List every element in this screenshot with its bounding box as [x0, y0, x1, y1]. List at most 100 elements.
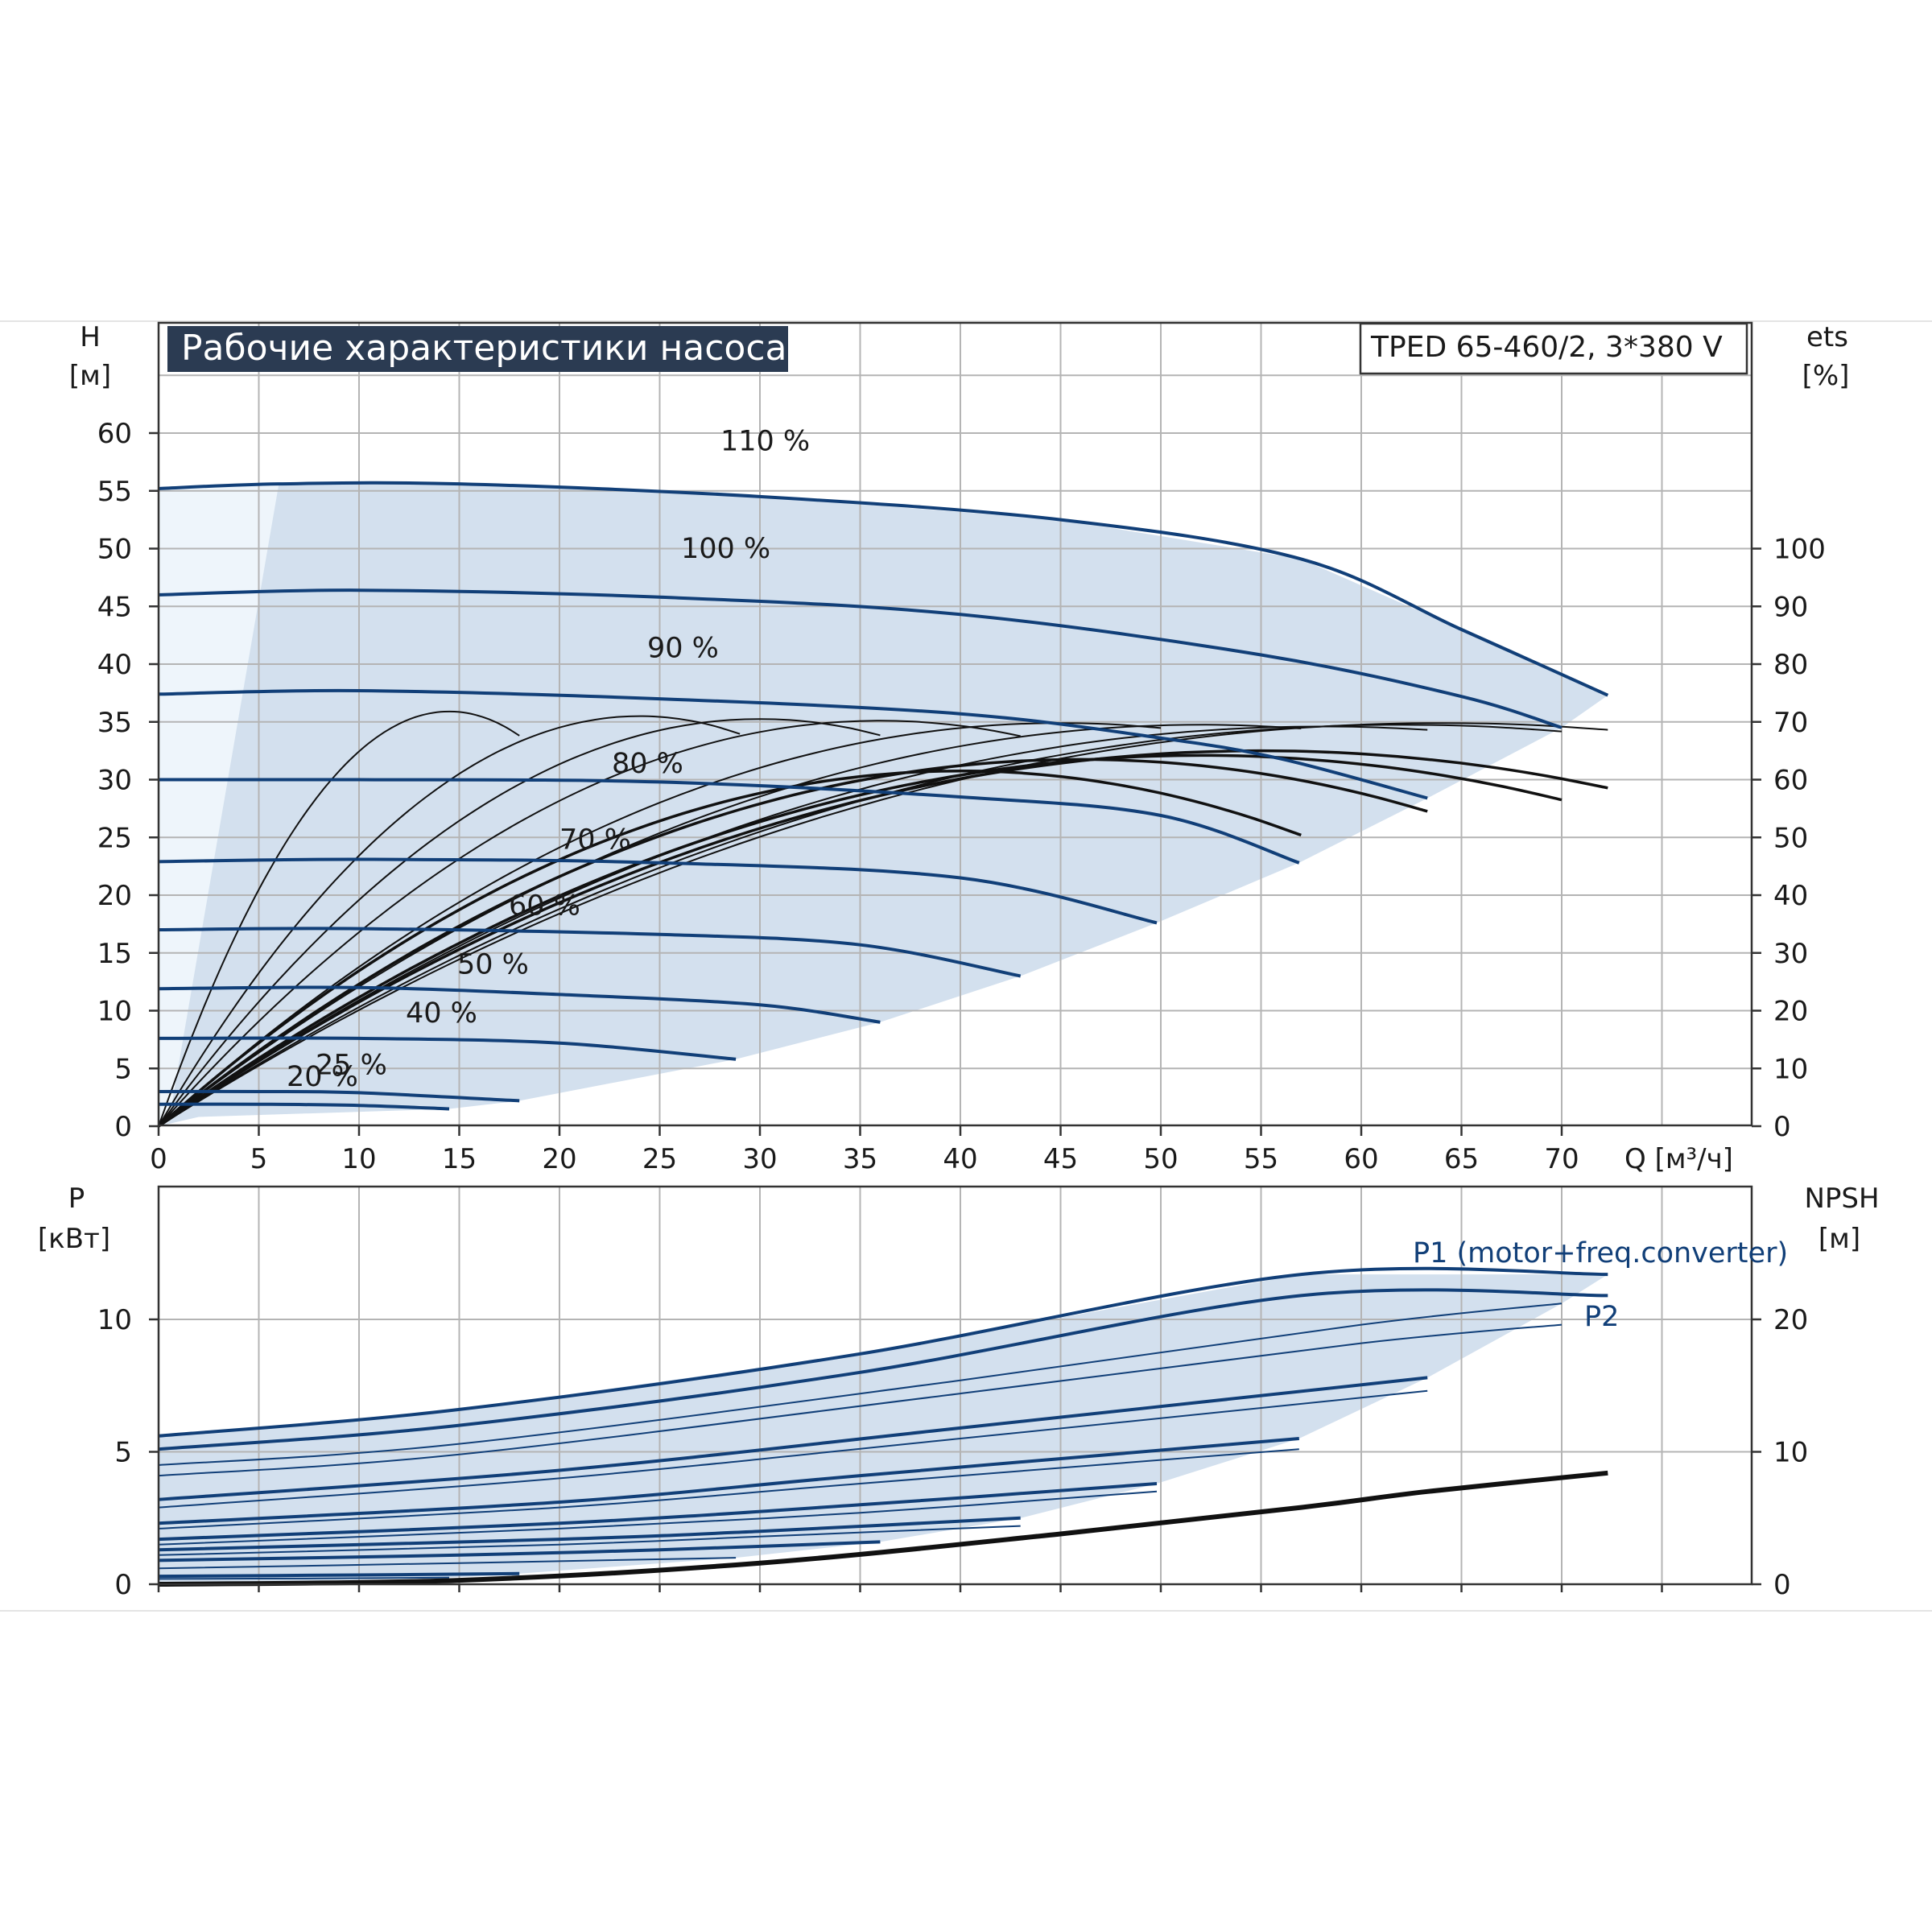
power-curve	[158, 1576, 450, 1580]
npsh-tick-label: 0	[1773, 1569, 1791, 1601]
y2-axis-label-eta: ets	[1806, 321, 1848, 353]
operating-range-area	[159, 484, 1608, 1126]
y2-tick-label: 100	[1773, 534, 1826, 566]
p1-label: P1 (motor+freq.converter)	[1413, 1237, 1788, 1269]
speed-label: 40 %	[406, 997, 477, 1030]
speed-label: 20 %	[287, 1061, 358, 1093]
head-curve-25	[158, 1089, 520, 1103]
p-tick-label: 10	[97, 1304, 132, 1336]
head-axis-ticks: 0 5 10 15 20 25 30 35 40 45 50 55 60 0 10 20 30 40 50 60 70 8…	[97, 418, 1826, 1175]
power-curve	[158, 1302, 1563, 1466]
y-tick-label: 60	[97, 418, 132, 450]
speed-label: 100 %	[681, 533, 770, 565]
y-tick-label: 30	[97, 765, 132, 797]
efficiency-curve	[158, 753, 1563, 1128]
power-area	[159, 1274, 1608, 1584]
y2-tick-label: 30	[1773, 938, 1808, 970]
y-tick-label: 40	[97, 649, 132, 681]
npsh-tick-label: 10	[1773, 1437, 1808, 1469]
x-tick-label: 30	[742, 1143, 777, 1175]
power-curve	[158, 1376, 1428, 1501]
y-tick-label: 0	[114, 1111, 132, 1143]
x-axis-label-q: Q [м³/ч]	[1624, 1143, 1733, 1175]
head-curve-40	[158, 1036, 737, 1061]
head-curve-20	[158, 1102, 450, 1111]
operating-area	[159, 484, 1608, 1126]
power-curve	[158, 1482, 1158, 1542]
npsh-curve	[158, 1470, 1608, 1587]
head-curve-70	[158, 857, 1158, 925]
y-tick-label: 15	[97, 938, 132, 970]
power-curve	[158, 1571, 520, 1579]
x-tick-label: 10	[341, 1143, 376, 1175]
power-curve	[158, 1516, 1021, 1552]
y2-tick-label: 90	[1773, 591, 1808, 623]
head-curves	[158, 481, 1609, 1111]
x-tick-label: 0	[150, 1143, 167, 1175]
x-tick-label: 45	[1043, 1143, 1078, 1175]
power-curves	[158, 1266, 1608, 1587]
efficiency-curve	[158, 722, 1162, 1127]
model-label: TPED 65-460/2, 3*380 V	[1370, 331, 1723, 364]
p-tick-label: 5	[114, 1437, 132, 1469]
y2-tick-label: 20	[1773, 996, 1808, 1028]
x-tick-label: 15	[442, 1143, 477, 1175]
speed-label: 70 %	[559, 824, 631, 857]
y2-tick-label: 0	[1773, 1111, 1791, 1143]
power-curve	[158, 1266, 1608, 1438]
model-box	[1359, 322, 1748, 375]
power-curve	[158, 1448, 1299, 1530]
power-curve	[158, 1540, 881, 1563]
y2-tick-label: 50	[1773, 822, 1808, 854]
y2-tick-label: 60	[1773, 765, 1808, 797]
head-curve-100	[158, 588, 1563, 729]
x-tick-label: 20	[542, 1143, 576, 1175]
efficiency-curve	[158, 725, 1428, 1127]
efficiency-curve	[157, 758, 1428, 1128]
efficiency-curve	[158, 710, 520, 1127]
x-tick-label: 35	[843, 1143, 877, 1175]
efficiency-curves	[157, 710, 1608, 1128]
speed-label: 90 %	[647, 632, 719, 664]
head-plot-frame	[157, 321, 1753, 1127]
y-tick-label: 50	[97, 534, 132, 566]
x-tick-label: 40	[943, 1143, 977, 1175]
y-tick-label: 20	[97, 880, 132, 912]
efficiency-curve	[158, 722, 1608, 1127]
power-curve	[158, 1389, 1428, 1509]
min-flow-area	[159, 484, 279, 1126]
x-tick-label: 5	[250, 1143, 268, 1175]
y2-tick-label: 80	[1773, 649, 1808, 681]
y2-axis-unit-npsh: [м]	[1818, 1223, 1860, 1255]
efficiency-curve	[158, 718, 881, 1127]
power-plot-frame	[157, 1185, 1753, 1586]
y-axis-unit-p: [кВт]	[38, 1223, 110, 1255]
efficiency-curve	[158, 720, 1021, 1127]
head-curve-60	[158, 927, 1022, 978]
power-range-area	[159, 1274, 1608, 1584]
power-axis-ticks: 0 5 10 0 10 20	[97, 1304, 1809, 1601]
title-box	[167, 326, 788, 372]
x-tick-label: 25	[642, 1143, 677, 1175]
npsh-tick-label: 20	[1773, 1304, 1808, 1336]
y-axis-unit-h: [м]	[69, 360, 111, 392]
efficiency-curve	[158, 724, 1302, 1127]
x-tick-label: 50	[1143, 1143, 1178, 1175]
x-tick-label: 55	[1244, 1143, 1278, 1175]
efficiency-curve	[158, 749, 1608, 1128]
head-curve-110	[158, 481, 1609, 697]
chart-title: Рабочие характеристики насоса	[181, 328, 786, 369]
x-tick-label: 65	[1444, 1143, 1479, 1175]
speed-label: 25 %	[316, 1049, 387, 1081]
efficiency-curve	[157, 770, 1302, 1128]
power-curve	[158, 1557, 737, 1570]
y2-axis-label-npsh: NPSH	[1804, 1183, 1879, 1215]
y2-tick-label: 40	[1773, 880, 1808, 912]
y2-tick-label: 10	[1773, 1053, 1808, 1085]
head-grid	[159, 323, 1752, 1126]
y2-tick-label: 70	[1773, 707, 1808, 739]
x-tick-label: 60	[1344, 1143, 1378, 1175]
p2-label: P2	[1584, 1301, 1619, 1333]
y2-axis-unit-eta: [%]	[1802, 360, 1850, 392]
